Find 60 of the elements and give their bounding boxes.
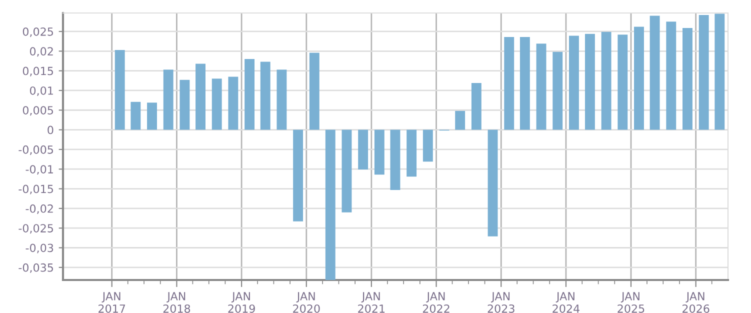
y-tick-label: -0,005 [18, 145, 53, 155]
y-tick-label: -0,035 [18, 263, 53, 273]
x-tick-label: JAN 2020 [293, 292, 320, 313]
bar [309, 52, 320, 130]
bar [244, 59, 255, 130]
y-tick-label: -0,01 [26, 165, 53, 175]
y-tick-label: 0 [48, 126, 54, 134]
bar [471, 82, 482, 130]
bar [293, 130, 304, 222]
x-tick-label: JAN 2025 [618, 292, 644, 313]
bar [666, 22, 676, 130]
bar [455, 110, 466, 130]
bar [520, 36, 530, 130]
bar [698, 14, 709, 130]
y-tick-label: 0,005 [22, 106, 53, 116]
bar [147, 102, 157, 130]
y-tick-label: 0,025 [22, 27, 53, 37]
y-tick-label: -0,03 [26, 244, 54, 254]
bar [488, 130, 498, 236]
bar [374, 130, 384, 175]
y-tick-label: 0,015 [22, 66, 53, 76]
bar [504, 36, 514, 130]
x-tick-label: JAN 2021 [358, 292, 385, 313]
y-tick-label: -0,02 [26, 204, 53, 214]
y-tick-label: 0,01 [30, 86, 53, 96]
bar [276, 70, 287, 130]
bar [634, 26, 644, 130]
bar [584, 34, 595, 130]
y-tick-label: -0,025 [18, 224, 53, 234]
y-tick-label: -0,015 [18, 184, 53, 194]
bar [601, 32, 612, 130]
bar [422, 130, 433, 162]
bar [325, 130, 336, 280]
bar [406, 130, 417, 177]
y-tick-label: 0,02 [30, 47, 53, 57]
bar [536, 44, 546, 130]
bar [228, 76, 238, 130]
x-tick-label: JAN 2024 [552, 292, 580, 313]
bar [212, 78, 222, 130]
bar [114, 50, 125, 130]
x-tick-label: JAN 2026 [682, 292, 710, 313]
bar [180, 80, 190, 130]
bar [714, 14, 725, 130]
bar [130, 102, 141, 130]
x-tick-label: JAN 2023 [488, 292, 514, 313]
bar [358, 130, 368, 170]
bar [650, 16, 660, 130]
bar [568, 36, 579, 130]
bar [260, 62, 270, 130]
x-tick-label: JAN 2022 [422, 292, 450, 313]
x-tick-label: JAN 2018 [163, 292, 190, 313]
x-tick-label: JAN 2017 [98, 292, 126, 313]
bar [552, 52, 563, 130]
bar [390, 130, 400, 190]
bar [163, 70, 174, 130]
bar [682, 28, 692, 130]
bar [342, 130, 352, 212]
bar [196, 64, 206, 130]
x-tick-label: JAN 2019 [228, 292, 255, 313]
bar [618, 34, 628, 130]
